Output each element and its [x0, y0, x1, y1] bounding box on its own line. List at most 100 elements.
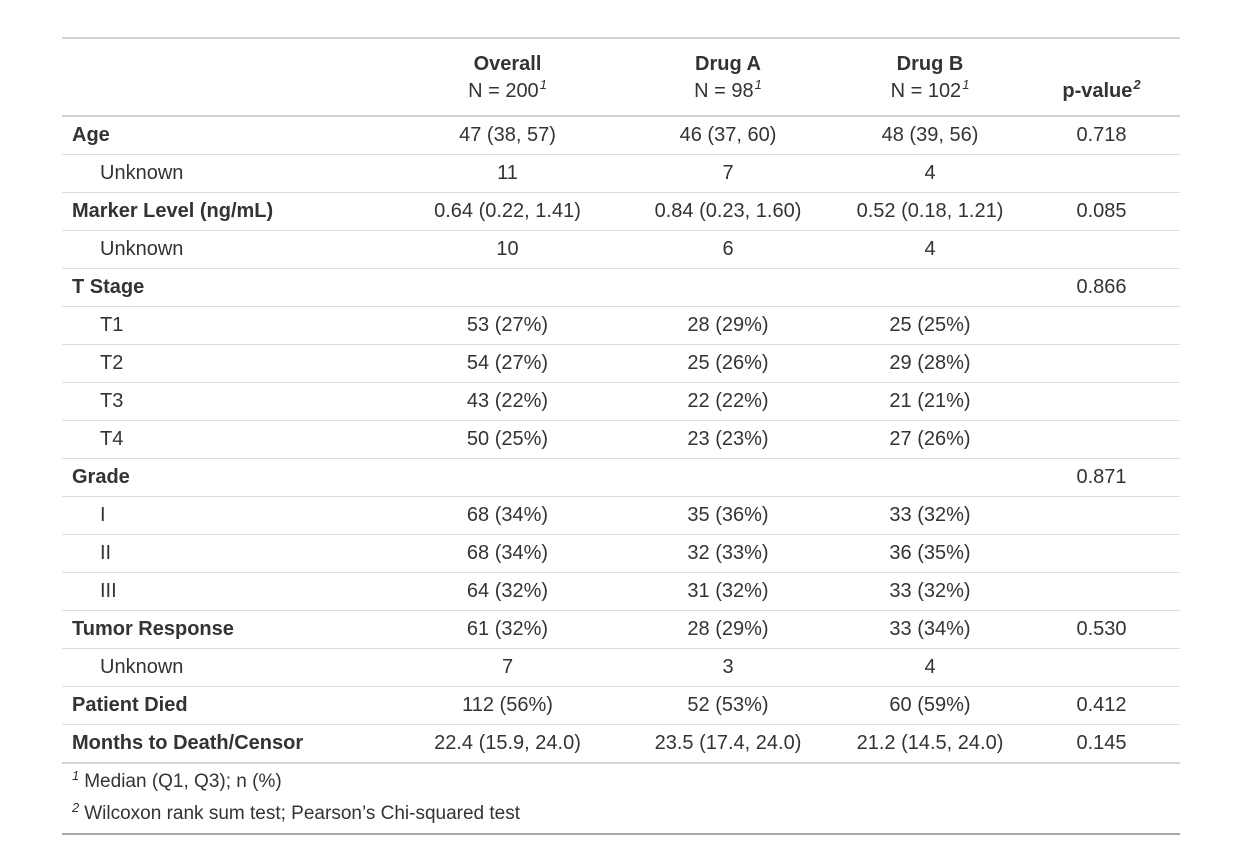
- column-n-drug-b: N = 102: [890, 80, 962, 102]
- cell-overall: 50 (25%): [396, 420, 619, 459]
- cell-drug-a: 22 (22%): [619, 382, 837, 421]
- cell-drug-a: 31 (32%): [619, 572, 837, 611]
- table-row: Unknown 10 6 4: [62, 230, 1180, 269]
- row-label: Unknown: [62, 154, 396, 193]
- cell-drug-b: 21.2 (14.5, 24.0): [837, 724, 1023, 763]
- cell-drug-a: 7: [619, 154, 837, 193]
- footnote-2: 2 Wilcoxon rank sum test; Pearson’s Chi-s…: [62, 798, 1180, 834]
- row-label: Age: [62, 115, 396, 155]
- cell-overall: 53 (27%): [396, 306, 619, 345]
- cell-overall: 22.4 (15.9, 24.0): [396, 724, 619, 763]
- table-row: T Stage 0.866: [62, 268, 1180, 307]
- cell-drug-b: 33 (34%): [837, 610, 1023, 649]
- column-subtitle-drug-b: N = 1021: [841, 78, 1019, 105]
- column-header-drug-b: Drug B N = 1021: [837, 38, 1023, 117]
- table-row: I 68 (34%) 35 (36%) 33 (32%): [62, 496, 1180, 535]
- row-label: Unknown: [62, 648, 396, 687]
- cell-drug-a: 3: [619, 648, 837, 687]
- table-row: Unknown 11 7 4: [62, 154, 1180, 193]
- cell-drug-b: 4: [837, 230, 1023, 269]
- cell-drug-b: 27 (26%): [837, 420, 1023, 459]
- cell-pvalue: [1023, 572, 1180, 611]
- row-label: T4: [62, 420, 396, 459]
- footnote-mark-ref: 1: [962, 77, 970, 93]
- cell-drug-a: [619, 268, 837, 307]
- cell-drug-b: 29 (28%): [837, 344, 1023, 383]
- row-label: Marker Level (ng/mL): [62, 192, 396, 231]
- footnote-text: Median (Q1, Q3); n (%): [84, 771, 282, 792]
- column-header-label: [62, 38, 396, 117]
- cell-drug-b: [837, 458, 1023, 497]
- table-footnotes: 1 Median (Q1, Q3); n (%) 2 Wilcoxon rank s…: [62, 762, 1180, 834]
- cell-drug-b: 4: [837, 648, 1023, 687]
- cell-drug-a: 25 (26%): [619, 344, 837, 383]
- table-row: Unknown 7 3 4: [62, 648, 1180, 687]
- column-n-overall: N = 200: [468, 80, 539, 102]
- cell-pvalue: [1023, 382, 1180, 421]
- cell-drug-b: 33 (32%): [837, 496, 1023, 535]
- cell-overall: [396, 458, 619, 497]
- cell-pvalue: [1023, 496, 1180, 535]
- cell-pvalue: 0.871: [1023, 458, 1180, 497]
- column-header-pvalue: p-value2: [1023, 38, 1180, 117]
- row-label: T1: [62, 306, 396, 345]
- column-header-drug-a: Drug A N = 981: [619, 38, 837, 117]
- footnote-mark-ref: 1: [754, 77, 762, 93]
- table-row: T4 50 (25%) 23 (23%) 27 (26%): [62, 420, 1180, 459]
- cell-drug-a: 0.84 (0.23, 1.60): [619, 192, 837, 231]
- cell-pvalue: 0.412: [1023, 686, 1180, 725]
- cell-drug-a: [619, 458, 837, 497]
- cell-drug-b: 36 (35%): [837, 534, 1023, 573]
- cell-pvalue: 0.866: [1023, 268, 1180, 307]
- column-title-drug-a: Drug A: [695, 53, 761, 75]
- table-body: Age 47 (38, 57) 46 (37, 60) 48 (39, 56) 0.71…: [62, 115, 1180, 763]
- row-label: Unknown: [62, 230, 396, 269]
- table-row: T3 43 (22%) 22 (22%) 21 (21%): [62, 382, 1180, 421]
- pvalue-label: p-value: [1062, 80, 1133, 102]
- column-title-pvalue: p-value2: [1027, 78, 1176, 105]
- footnote-mark-ref: 1: [539, 77, 547, 93]
- cell-overall: [396, 268, 619, 307]
- footnote-row: 1 Median (Q1, Q3); n (%): [62, 762, 1180, 798]
- cell-overall: 68 (34%): [396, 496, 619, 535]
- cell-drug-a: 46 (37, 60): [619, 115, 837, 155]
- cell-pvalue: [1023, 154, 1180, 193]
- row-label: Tumor Response: [62, 610, 396, 649]
- row-label: Patient Died: [62, 686, 396, 725]
- cell-pvalue: [1023, 306, 1180, 345]
- cell-overall: 0.64 (0.22, 1.41): [396, 192, 619, 231]
- table-row: Patient Died 112 (56%) 52 (53%) 60 (59%) 0.4…: [62, 686, 1180, 725]
- cell-overall: 10: [396, 230, 619, 269]
- cell-overall: 11: [396, 154, 619, 193]
- cell-pvalue: [1023, 420, 1180, 459]
- cell-drug-a: 35 (36%): [619, 496, 837, 535]
- table-header: Overall N = 2001 Drug A N = 981 Drug B N…: [62, 38, 1180, 117]
- cell-pvalue: 0.530: [1023, 610, 1180, 649]
- cell-drug-b: 0.52 (0.18, 1.21): [837, 192, 1023, 231]
- cell-pvalue: 0.085: [1023, 192, 1180, 231]
- table-row: Marker Level (ng/mL) 0.64 (0.22, 1.41) 0.8…: [62, 192, 1180, 231]
- cell-drug-a: 32 (33%): [619, 534, 837, 573]
- row-label: Grade: [62, 458, 396, 497]
- summary-table-container: Overall N = 2001 Drug A N = 981 Drug B N…: [62, 37, 1180, 835]
- cell-drug-b: 21 (21%): [837, 382, 1023, 421]
- table-row: III 64 (32%) 31 (32%) 33 (32%): [62, 572, 1180, 611]
- cell-drug-a: 28 (29%): [619, 306, 837, 345]
- table-row: Months to Death/Censor 22.4 (15.9, 24.0) 2…: [62, 724, 1180, 763]
- column-header-overall: Overall N = 2001: [396, 38, 619, 117]
- table-row: T2 54 (27%) 25 (26%) 29 (28%): [62, 344, 1180, 383]
- row-label: III: [62, 572, 396, 611]
- footnote-mark: 2: [72, 799, 80, 815]
- cell-pvalue: 0.718: [1023, 115, 1180, 155]
- cell-overall: 54 (27%): [396, 344, 619, 383]
- summary-table: Overall N = 2001 Drug A N = 981 Drug B N…: [62, 37, 1180, 835]
- table-row: T1 53 (27%) 28 (29%) 25 (25%): [62, 306, 1180, 345]
- footnote-row: 2 Wilcoxon rank sum test; Pearson’s Chi-s…: [62, 798, 1180, 834]
- footnote-mark: 1: [72, 767, 80, 783]
- column-title-overall: Overall: [473, 53, 542, 75]
- cell-overall: 43 (22%): [396, 382, 619, 421]
- cell-overall: 47 (38, 57): [396, 115, 619, 155]
- cell-drug-b: 4: [837, 154, 1023, 193]
- column-subtitle-overall: N = 2001: [400, 78, 615, 105]
- cell-pvalue: [1023, 534, 1180, 573]
